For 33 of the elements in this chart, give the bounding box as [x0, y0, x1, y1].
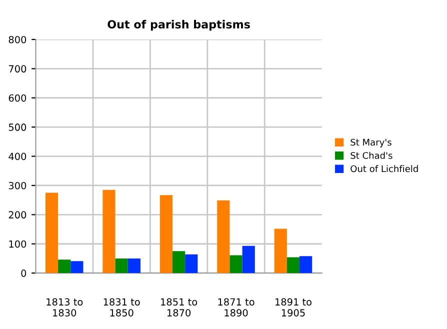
bar — [102, 190, 116, 274]
bar — [128, 258, 140, 274]
x-tick-label: 1831 to 1850 — [104, 298, 140, 316]
bar — [58, 260, 71, 274]
bar — [45, 192, 58, 274]
bar — [274, 228, 287, 274]
x-tick-label: 1813 to 1830 — [46, 298, 83, 316]
chart-title: Out of parish baptisms — [108, 20, 250, 31]
bar — [286, 257, 300, 274]
y-tick-label: 500 — [8, 124, 26, 131]
bar — [300, 256, 312, 274]
y-tick-label: 800 — [8, 36, 26, 44]
legend-label: St Mary's — [350, 138, 392, 148]
y-tick-label: 0 — [21, 270, 26, 277]
bar — [185, 254, 198, 274]
x-tick-label: 1871 to 1890 — [218, 298, 254, 316]
y-tick-label: 300 — [8, 182, 26, 190]
x-tick-label: 1891 to 1905 — [276, 298, 312, 316]
bar — [115, 258, 128, 274]
bar — [172, 251, 186, 274]
legend-label: St Chad's — [350, 152, 392, 159]
y-tick-label: 200 — [8, 211, 26, 219]
y-tick-label: 100 — [9, 240, 26, 248]
y-tick-label: 700 — [8, 65, 26, 73]
bar — [217, 200, 230, 274]
bar — [160, 195, 173, 274]
bar — [70, 261, 84, 274]
y-tick-label: 600 — [8, 94, 26, 102]
bar — [230, 255, 242, 274]
y-tick-label: 400 — [8, 152, 26, 160]
legend-label: Out of Lichfield — [350, 165, 418, 172]
bar — [242, 246, 255, 274]
x-tick-label: 1851 to 1870 — [161, 298, 198, 316]
